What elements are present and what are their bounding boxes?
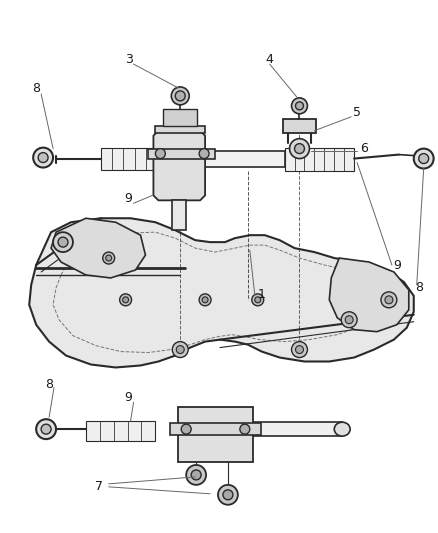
Text: 4: 4 [266,53,274,66]
Circle shape [414,149,434,168]
Circle shape [171,87,189,105]
Circle shape [223,490,233,500]
Polygon shape [153,131,205,200]
Circle shape [202,297,208,303]
Text: 9: 9 [125,192,133,205]
Circle shape [58,237,68,247]
Circle shape [41,424,51,434]
Circle shape [296,102,304,110]
Text: 8: 8 [45,378,53,391]
Circle shape [191,470,201,480]
Bar [101,148,168,169]
Circle shape [385,296,393,304]
Circle shape [199,294,211,306]
Bar [283,119,316,133]
Circle shape [294,144,304,154]
Polygon shape [163,109,197,126]
Text: 3: 3 [125,53,133,66]
Bar [253,422,342,436]
Circle shape [290,139,309,158]
Circle shape [345,316,353,324]
Circle shape [120,294,131,306]
Bar [285,148,354,171]
Circle shape [53,232,73,252]
Circle shape [123,297,129,303]
Circle shape [419,154,429,164]
Circle shape [292,98,307,114]
Circle shape [172,342,188,358]
Polygon shape [329,258,409,332]
Circle shape [252,294,264,306]
Circle shape [218,485,238,505]
Circle shape [38,152,48,163]
Circle shape [292,342,307,358]
Bar [168,151,285,166]
Circle shape [106,255,112,261]
Ellipse shape [334,422,350,436]
Polygon shape [51,218,145,278]
Circle shape [381,292,397,308]
Bar [172,200,186,230]
Text: 5: 5 [353,106,361,119]
Text: 1: 1 [258,288,266,301]
Circle shape [186,465,206,485]
Text: 6: 6 [360,142,368,155]
Circle shape [296,345,304,353]
Circle shape [240,424,250,434]
Polygon shape [178,407,253,462]
Circle shape [33,148,53,167]
Circle shape [255,297,261,303]
Circle shape [175,91,185,101]
Polygon shape [148,149,215,158]
Text: 9: 9 [125,391,133,404]
Bar [86,421,155,441]
Text: 8: 8 [32,83,40,95]
Text: 9: 9 [393,259,401,271]
Circle shape [155,149,165,158]
Polygon shape [170,423,261,435]
Text: 7: 7 [95,480,103,494]
Circle shape [199,149,209,158]
Circle shape [103,252,115,264]
Circle shape [341,312,357,328]
Circle shape [36,419,56,439]
Text: 8: 8 [415,281,423,294]
Polygon shape [155,126,205,133]
Circle shape [181,424,191,434]
Circle shape [176,345,184,353]
Polygon shape [29,218,414,367]
